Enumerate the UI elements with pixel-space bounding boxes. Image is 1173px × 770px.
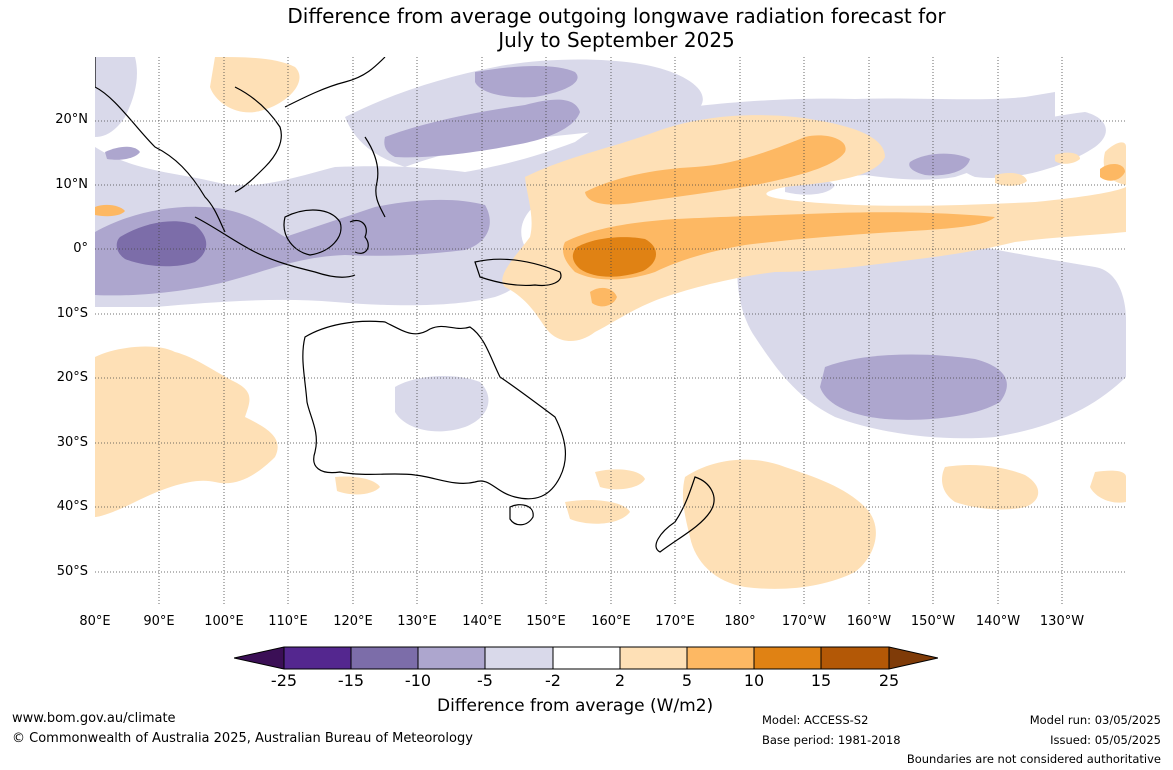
lon-label-130e: 130°E — [397, 614, 437, 629]
lat-label-10n: 10°N — [55, 177, 88, 192]
lon-label-100e: 100°E — [204, 614, 244, 629]
mainland-asia-outline — [95, 57, 226, 233]
lon-label-80e: 80°E — [79, 614, 111, 629]
colorbar-tick-m15: -15 — [337, 671, 365, 690]
colorbar-tick-m5: -5 — [477, 671, 493, 690]
copyright-text: © Commonwealth of Australia 2025, Austra… — [12, 731, 473, 746]
colorbar-segment-9 — [821, 647, 889, 669]
lon-label-110e: 110°E — [268, 614, 308, 629]
colorbar — [234, 646, 938, 670]
colorbar-tick-m25: -25 — [270, 671, 298, 690]
sumatra-java-outline — [194, 216, 356, 278]
coastlines — [95, 57, 715, 553]
anomaly-map — [95, 57, 1126, 605]
map-canvas — [95, 57, 1126, 605]
lat-label-10s: 10°S — [56, 306, 88, 321]
colorbar-tick-15: 15 — [810, 671, 832, 690]
lat-label-20s: 20°S — [56, 370, 88, 385]
lon-label-170w: 170°W — [781, 614, 827, 629]
lat-label-20n: 20°N — [55, 112, 88, 127]
colorbar-extend-low — [234, 647, 284, 669]
borneo-outline — [283, 209, 342, 256]
lon-label-120e: 120°E — [333, 614, 373, 629]
colorbar-tick-m2: -2 — [545, 671, 561, 690]
lon-label-90e: 90°E — [143, 614, 175, 629]
colorbar-segment-1 — [284, 647, 351, 669]
lon-label-160w: 160°W — [846, 614, 892, 629]
colorbar-tick-2: 2 — [614, 671, 626, 690]
new-guinea-outline — [474, 258, 562, 287]
colorbar-segment-8 — [754, 647, 821, 669]
new-zealand-outline — [655, 476, 715, 553]
lon-label-150w: 150°W — [910, 614, 956, 629]
anomaly-dark-orange — [572, 237, 657, 277]
colorbar-segment-6 — [620, 647, 687, 669]
lon-label-160e: 160°E — [591, 614, 631, 629]
colorbar-tick-10: 10 — [743, 671, 765, 690]
lat-label-30s: 30°S — [56, 435, 88, 450]
colorbar-segment-3 — [418, 647, 485, 669]
lat-label-50s: 50°S — [56, 564, 88, 579]
colorbar-segment-2 — [351, 647, 418, 669]
colorbar-label: Difference from average (W/m2) — [437, 696, 714, 716]
lat-label-40s: 40°S — [56, 499, 88, 514]
lon-label-180: 180° — [724, 614, 756, 629]
colorbar-segment-5 — [553, 647, 620, 669]
colorbar-segment-4 — [485, 647, 553, 669]
colorbar-tick-25: 25 — [878, 671, 900, 690]
australia-outline — [302, 320, 566, 500]
title-line-1: Difference from average outgoing longwav… — [287, 4, 946, 28]
china-coast-outline — [284, 57, 386, 108]
tasmania-outline — [509, 504, 534, 526]
philippines-outline — [364, 136, 386, 218]
lon-label-170e: 170°E — [655, 614, 695, 629]
lon-label-140w: 140°W — [975, 614, 1021, 629]
base-period: Base period: 1981-2018 — [762, 733, 901, 747]
colorbar-tick-5: 5 — [681, 671, 693, 690]
issued-date: Issued: 05/05/2025 — [1050, 733, 1161, 747]
boundaries-disclaimer: Boundaries are not considered authoritat… — [906, 752, 1161, 766]
colorbar-extend-high — [889, 647, 938, 669]
model-name: Model: ACCESS-S2 — [762, 713, 869, 727]
gridlines — [95, 57, 1126, 605]
anomaly-dark-purple — [116, 221, 207, 267]
model-run-date: Model run: 03/05/2025 — [1029, 713, 1161, 727]
lon-label-140e: 140°E — [462, 614, 502, 629]
colorbar-segment-7 — [687, 647, 754, 669]
indochina-outline — [234, 86, 282, 193]
map-title: Difference from average outgoing longwav… — [0, 4, 1173, 52]
anomaly-medium-purple — [95, 65, 1007, 420]
lon-label-130w: 130°W — [1039, 614, 1085, 629]
anomaly-medium-orange — [95, 135, 1125, 307]
sulawesi-outline — [349, 219, 369, 254]
colorbar-tick-m10: -10 — [404, 671, 432, 690]
title-line-2: July to September 2025 — [498, 28, 735, 52]
website-link[interactable]: www.bom.gov.au/climate — [12, 711, 176, 726]
lat-label-equator: 0° — [73, 241, 88, 256]
lon-label-150e: 150°E — [526, 614, 566, 629]
